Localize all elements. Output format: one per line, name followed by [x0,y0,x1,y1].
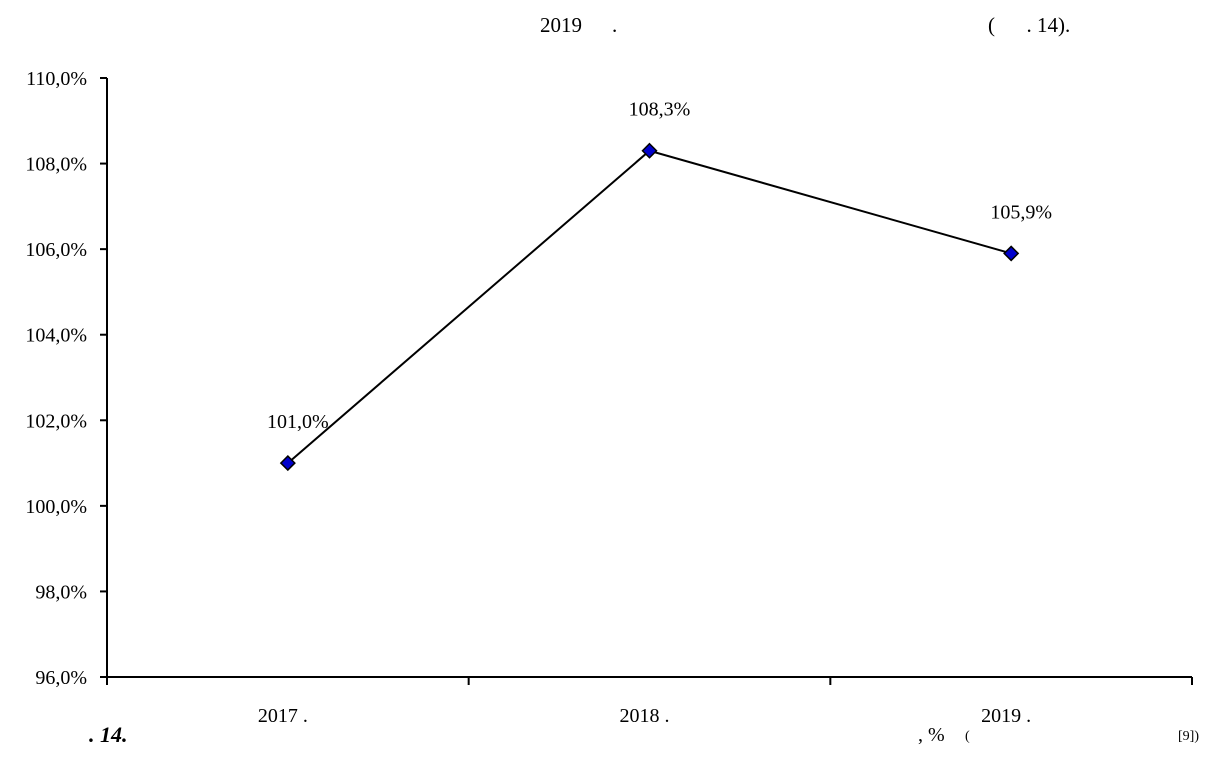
x-tick-label: 2018 . [620,705,670,727]
y-tick-label: 108,0% [25,154,87,176]
x-axis-ticks: 2017 . 2018 . 2019 . [106,677,1193,727]
data-point-marker [1003,245,1020,262]
y-tick-label: 96,0% [35,667,87,689]
data-point-marker [279,455,296,472]
y-tick-label: 100,0% [25,496,87,518]
x-tick-label: 2019 . [981,705,1031,727]
series-line [287,149,1012,464]
intro-text-figure-ref: ( . 14). [988,13,1071,37]
data-labels: 101,0% 108,3% 105,9% [267,99,1052,433]
data-points [279,142,1020,472]
x-tick-label: 2017 . [258,705,308,727]
data-label: 108,3% [629,99,691,121]
chart-axes [106,78,1192,678]
y-tick-label: 102,0% [25,410,87,432]
figure-unit: , % [918,724,945,746]
intro-text-dot: . [612,13,618,37]
y-tick-label: 104,0% [25,325,87,347]
y-tick-label: 98,0% [35,581,87,603]
intro-text-year: 2019 [540,13,582,37]
figure-source-ref: [9]) [1178,729,1199,744]
data-label: 105,9% [990,201,1052,223]
y-tick-label: 110,0% [26,68,87,90]
figure-number: . 14. [89,722,128,747]
data-point-marker [641,142,658,159]
y-axis-ticks: 96,0% 98,0% 100,0% 102,0% 104,0% 106,0% 108,0%… [25,68,107,689]
y-tick-label: 106,0% [25,239,87,261]
figure-source-open: ( [965,729,970,744]
data-label: 101,0% [267,411,329,433]
series-line-group [287,149,1012,464]
